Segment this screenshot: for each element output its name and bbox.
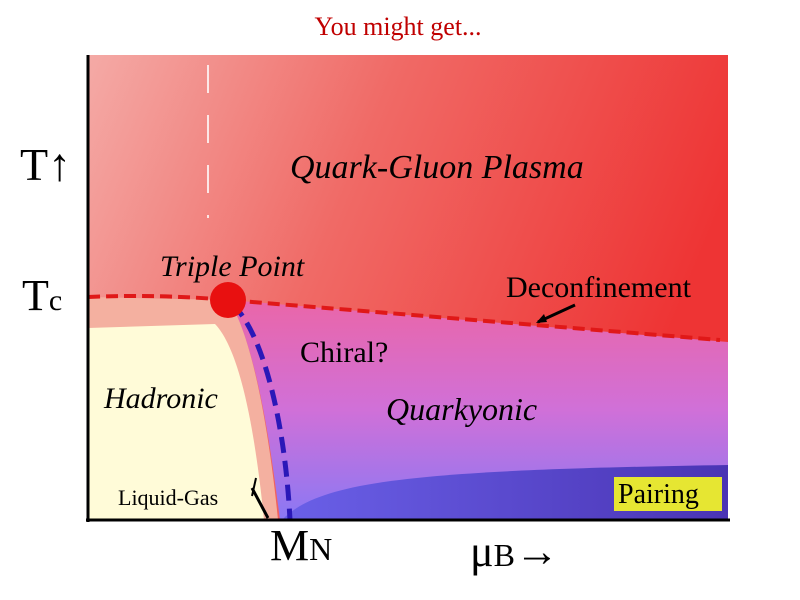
y-axis-label: T↑ [20, 139, 71, 190]
triple-point-label: Triple Point [160, 250, 305, 283]
mn-label: MN [270, 521, 332, 570]
hadronic-region [88, 324, 264, 520]
deconfinement-label: Deconfinement [506, 271, 692, 304]
liquid-gas-label: Liquid-Gas [118, 485, 218, 510]
quarkyonic-label: Quarkyonic [386, 391, 537, 427]
tc-sub: c [49, 284, 62, 317]
pairing-label: Pairing [618, 479, 699, 510]
quarkyonic-region [228, 300, 728, 520]
tc-main: T [22, 271, 49, 320]
x-axis-label: μB→ [470, 527, 559, 576]
chiral-label: Chiral? [300, 336, 388, 369]
pairing-box [614, 477, 722, 511]
mn-main: M [270, 521, 309, 570]
tc-label: Tc [22, 271, 62, 320]
mu-main: μ [470, 527, 494, 576]
triple-point [210, 282, 246, 318]
arrowhead [536, 314, 547, 323]
liquid-gas-arrow [250, 487, 270, 519]
mn-sub: N [309, 531, 332, 567]
liquid-gas-tick [251, 477, 257, 497]
title: You might get... [314, 12, 481, 41]
mu-sub: B [494, 537, 515, 573]
qgp-label: Quark-Gluon Plasma [290, 149, 584, 186]
mu-arrow: → [515, 527, 559, 576]
hadronic-label: Hadronic [103, 382, 218, 415]
